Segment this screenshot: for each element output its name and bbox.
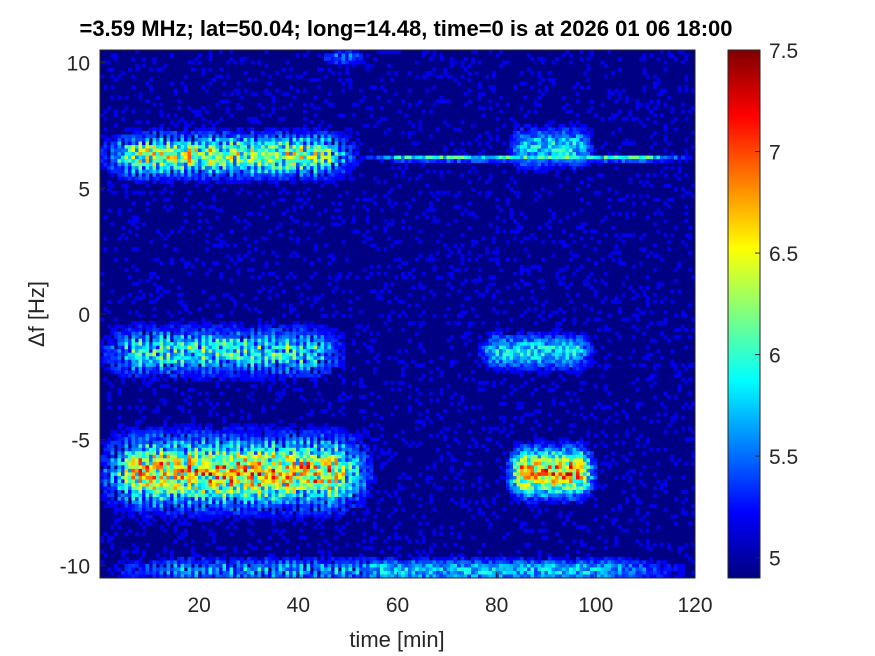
heatmap-cells — [100, 50, 696, 579]
colorbar-tick-label: 6 — [769, 345, 781, 368]
plot-area — [99, 49, 696, 579]
x-tick-label: 60 — [386, 594, 409, 617]
x-tick-label: 80 — [485, 594, 508, 617]
y-axis-label: Δf [Hz] — [24, 281, 49, 347]
y-tick-label: -5 — [71, 430, 90, 453]
colorbar-ticks: 5 5.5 6 6.5 7 7.5 — [755, 40, 798, 571]
y-tick-label: 10 — [67, 53, 90, 76]
y-axis: -10 -5 0 5 10 — [60, 53, 106, 578]
x-tick-label: 40 — [287, 594, 310, 617]
colorbar-tick-label: 5.5 — [769, 446, 798, 469]
x-tick-label: 100 — [578, 594, 613, 617]
colorbar-gradient — [727, 49, 761, 579]
colorbar-tick-label: 7 — [769, 142, 781, 165]
x-tick-label: 120 — [677, 594, 712, 617]
chart-title: =3.59 MHz; lat=50.04; long=14.48, time=0… — [79, 16, 732, 41]
x-axis-label: time [min] — [349, 627, 444, 652]
colorbar: 5 5.5 6 6.5 7 7.5 — [727, 40, 798, 579]
x-axis: 20 40 60 80 100 120 — [187, 572, 713, 617]
x-tick-label: 20 — [187, 594, 210, 617]
colorbar-tick-label: 5 — [769, 548, 781, 571]
y-tick-label: -10 — [60, 555, 90, 578]
colorbar-tick-label: 6.5 — [769, 243, 798, 266]
y-tick-label: 0 — [78, 304, 90, 327]
y-tick-label: 5 — [78, 178, 90, 201]
colorbar-tick-label: 7.5 — [769, 40, 798, 63]
